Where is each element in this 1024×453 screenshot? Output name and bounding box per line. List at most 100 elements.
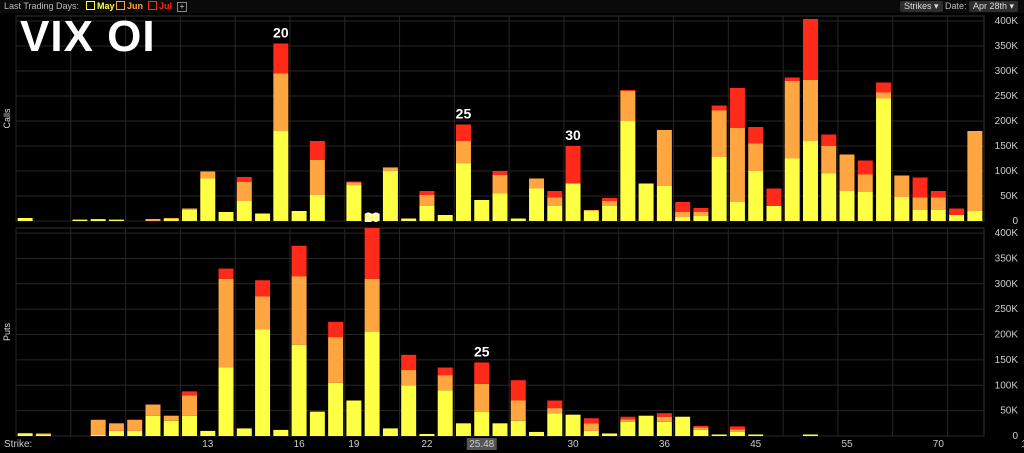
bar-may: [273, 131, 289, 221]
jul-checkbox[interactable]: Jul: [148, 1, 172, 12]
panel-label: Puts: [2, 322, 12, 341]
bar-jun: [693, 427, 709, 430]
bar-may: [163, 420, 179, 436]
bar-may: [492, 193, 508, 221]
bar-may: [382, 428, 398, 436]
bar-may: [364, 213, 380, 221]
bar-may: [729, 202, 745, 221]
bar-jun: [693, 212, 709, 216]
bar-jul: [255, 280, 271, 297]
bar-jun: [200, 171, 216, 179]
checkbox-icon: [116, 1, 125, 11]
bar-jul: [693, 425, 709, 428]
jun-checkbox[interactable]: Jun: [116, 1, 143, 12]
bar-may: [748, 434, 764, 436]
bar-may: [236, 201, 252, 221]
bar-may: [693, 216, 709, 221]
panel-label: Calls: [2, 108, 12, 129]
bar-jun: [547, 197, 563, 206]
bar-may: [309, 411, 325, 436]
plus-icon[interactable]: +: [177, 2, 187, 12]
bar-may: [328, 382, 344, 436]
x-tick-label: 13: [202, 439, 214, 450]
bar-jul: [382, 167, 398, 168]
bar-may: [90, 434, 106, 436]
bar-jul: [857, 160, 873, 175]
checkbox-icon: [86, 1, 95, 11]
bar-jun: [656, 130, 672, 186]
x-tick-label: 36: [659, 439, 671, 450]
bar-jun: [729, 128, 745, 202]
bar-jul: [766, 188, 782, 206]
last-trading-days-label: Last Trading Days:: [4, 1, 80, 11]
bar-may: [565, 414, 581, 436]
bar-may: [930, 210, 946, 221]
bar-may: [17, 433, 33, 436]
bar-may: [894, 197, 910, 221]
y-tick-label: 300K: [995, 66, 1019, 77]
bar-jun: [912, 197, 928, 210]
may-checkbox[interactable]: May: [86, 1, 115, 12]
bar-may: [711, 157, 727, 221]
bar-jun: [839, 154, 855, 191]
bar-jul: [784, 77, 800, 81]
bar-jun: [474, 383, 490, 412]
strike-annotation: 25: [474, 343, 490, 359]
strikes-dropdown[interactable]: Strikes ▾: [900, 1, 943, 12]
bar-jun: [382, 168, 398, 171]
bar-jun: [675, 212, 691, 217]
strike-annotation: 30: [565, 127, 581, 143]
bar-jul: [565, 146, 581, 184]
bar-may: [291, 344, 307, 436]
bar-may: [127, 430, 143, 436]
bar-jun: [90, 219, 106, 220]
bar-jun: [309, 160, 325, 195]
bar-jun: [876, 92, 892, 99]
bar-may: [547, 413, 563, 436]
bar-may: [474, 411, 490, 436]
bar-may: [455, 163, 471, 221]
bar-may: [236, 428, 252, 436]
bar-jul: [328, 321, 344, 338]
bar-jul: [602, 198, 618, 201]
bar-may: [346, 185, 362, 221]
bar-jun: [35, 433, 51, 435]
strike-annotation: 25: [456, 106, 472, 122]
bar-jun: [437, 375, 453, 391]
bar-may: [35, 434, 51, 436]
bar-may: [748, 171, 764, 221]
y-tick-label: 150K: [995, 355, 1019, 366]
bar-jun: [255, 296, 271, 330]
bar-may: [273, 429, 289, 436]
bar-jul: [930, 191, 946, 198]
bar-jul: [437, 367, 453, 376]
bar-may: [145, 415, 161, 436]
bar-may: [90, 219, 106, 221]
bar-jun: [17, 432, 33, 434]
bar-jun: [492, 175, 508, 194]
bar-may: [474, 200, 490, 221]
bar-may: [108, 430, 124, 436]
strike-annotation: 20: [364, 209, 380, 225]
bar-jul: [803, 19, 818, 80]
bar-jun: [510, 400, 526, 421]
bar-jun: [182, 208, 197, 210]
date-dropdown[interactable]: Apr 28th ▾: [969, 1, 1019, 12]
bar-may: [455, 423, 471, 436]
bar-may: [656, 186, 672, 221]
bar-jul: [309, 141, 325, 160]
bar-may: [638, 415, 654, 436]
bar-may: [602, 433, 618, 436]
x-tick-label: 22: [421, 439, 433, 450]
x-tick-label: 45: [750, 439, 762, 450]
bar-jul: [510, 380, 526, 401]
bar-may: [583, 211, 599, 221]
bar-jul: [455, 124, 471, 141]
bar-jul: [675, 202, 691, 212]
y-tick-label: 350K: [995, 253, 1019, 264]
bar-jul: [492, 171, 508, 175]
bar-may: [602, 206, 618, 221]
bar-jun: [236, 182, 252, 201]
bar-may: [401, 385, 417, 436]
